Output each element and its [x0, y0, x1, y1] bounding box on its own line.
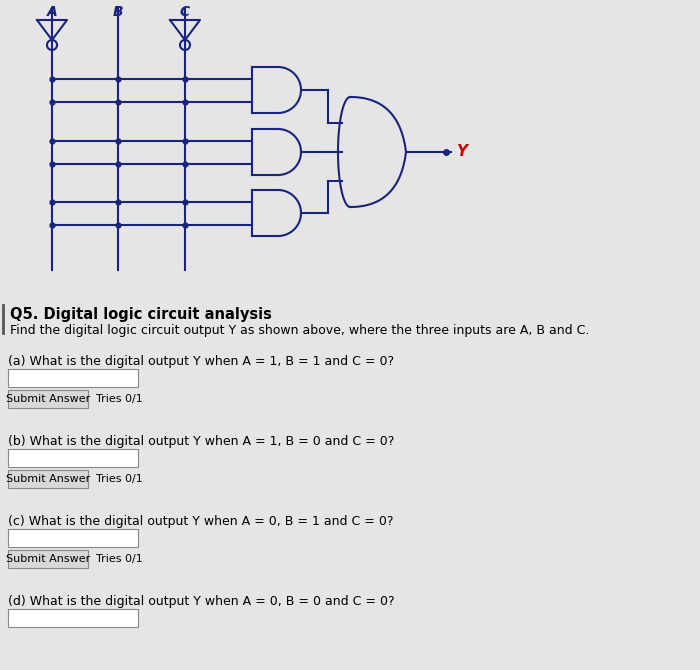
Text: (c) What is the digital output Y when A = 0, B = 1 and C = 0?: (c) What is the digital output Y when A …: [8, 515, 393, 528]
Text: Submit Answer: Submit Answer: [6, 474, 90, 484]
Text: Submit Answer: Submit Answer: [6, 394, 90, 404]
FancyBboxPatch shape: [8, 470, 88, 488]
Text: B: B: [113, 5, 123, 19]
FancyBboxPatch shape: [8, 529, 138, 547]
Text: Q5. Digital logic circuit analysis: Q5. Digital logic circuit analysis: [10, 307, 272, 322]
Text: (d) What is the digital output Y when A = 0, B = 0 and C = 0?: (d) What is the digital output Y when A …: [8, 595, 395, 608]
Text: Find the digital logic circuit output Y as shown above, where the three inputs a: Find the digital logic circuit output Y …: [10, 324, 589, 337]
FancyBboxPatch shape: [8, 390, 88, 408]
FancyBboxPatch shape: [8, 369, 138, 387]
Text: Tries 0/1: Tries 0/1: [96, 554, 143, 564]
Text: Tries 0/1: Tries 0/1: [96, 394, 143, 404]
Text: (a) What is the digital output Y when A = 1, B = 1 and C = 0?: (a) What is the digital output Y when A …: [8, 355, 394, 368]
FancyBboxPatch shape: [8, 449, 138, 467]
Text: Tries 0/1: Tries 0/1: [96, 474, 143, 484]
FancyBboxPatch shape: [8, 609, 138, 627]
Text: Submit Answer: Submit Answer: [6, 554, 90, 564]
Text: C: C: [180, 5, 190, 19]
Text: Y: Y: [456, 145, 467, 159]
Text: A: A: [47, 5, 57, 19]
FancyBboxPatch shape: [8, 550, 88, 568]
Text: (b) What is the digital output Y when A = 1, B = 0 and C = 0?: (b) What is the digital output Y when A …: [8, 435, 394, 448]
